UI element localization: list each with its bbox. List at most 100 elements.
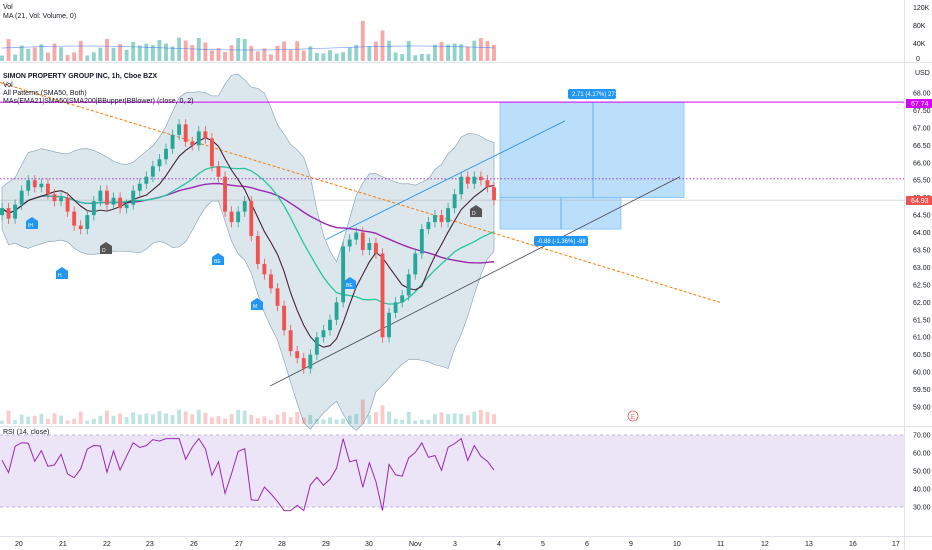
time-tick: 22 (103, 541, 111, 548)
candle-body (478, 176, 483, 181)
earnings-marker-icon[interactable] (627, 410, 639, 422)
long-measure-box (499, 101, 685, 198)
volume-bar (275, 45, 280, 61)
candle-body (164, 148, 168, 160)
main-volume-bar (426, 419, 431, 424)
rsi-band (0, 435, 904, 507)
price-tick: 65.50 (913, 178, 931, 185)
volume-bar (262, 48, 267, 61)
main-volume-bar (85, 420, 90, 424)
vol-tick: 0 (916, 56, 920, 63)
price-tick: 60.50 (913, 352, 931, 359)
candle-body (216, 166, 221, 177)
volume-bar (269, 54, 273, 61)
main-volume-bar (32, 415, 37, 424)
time-tick: 28 (278, 541, 286, 548)
price-tick: 62.50 (913, 282, 931, 289)
candle-body (354, 232, 359, 240)
main-volume-bar (308, 415, 313, 424)
volume-bar (190, 45, 195, 61)
rsi-line (1, 437, 495, 512)
volume-bar (59, 47, 63, 61)
main-volume-bar (196, 409, 201, 424)
candle-body (6, 208, 11, 219)
main-volume-bar (216, 416, 221, 424)
volume-bar (288, 50, 293, 61)
time-tick: 17 (892, 541, 900, 548)
volume-bar (492, 44, 496, 61)
price-axis: 68.0067.5067.0066.5066.0065.5065.0064.50… (913, 91, 931, 412)
volume-bar (6, 39, 11, 61)
vol-tick: 40K (913, 41, 926, 48)
volume-bar (465, 46, 470, 61)
main-volume-bar (380, 405, 385, 424)
rsi-tick: 40.00 (913, 487, 931, 494)
volume-bar (32, 47, 37, 61)
main-volume-bar (72, 418, 77, 424)
volume-bar (19, 45, 24, 61)
time-tick: 20 (15, 541, 23, 548)
pattern-marker-label: IH (28, 223, 33, 229)
candle-body (111, 197, 116, 205)
volume-bar (183, 40, 188, 61)
upper-line-label: 67.74 (911, 101, 929, 108)
volume-bar (360, 20, 365, 61)
candle-body (269, 274, 273, 289)
main-volume-bar (413, 420, 418, 424)
main-volume-bar (242, 410, 247, 424)
candle-body (419, 229, 424, 254)
main-volume-bar (255, 418, 260, 424)
bollinger-band (1, 73, 495, 431)
main-volume-bar (485, 411, 490, 424)
candle-body (255, 236, 260, 264)
main-volume-bar (249, 414, 254, 424)
candle-body (45, 183, 50, 195)
volume-bar (452, 43, 457, 61)
volume-bar (255, 51, 260, 61)
long-measure-label: 2.71 (4.17%) 271 (572, 92, 619, 98)
volume-legend-vol: Vol (3, 4, 13, 11)
short-measure-badge (534, 236, 588, 246)
candle-body (328, 319, 332, 331)
currency-label: USD (915, 70, 930, 77)
main-title: SIMON PROPERTY GROUP INC, 1h, Cboe BZX (3, 73, 157, 80)
price-tick: 63.50 (913, 248, 931, 255)
candle-body (400, 295, 405, 303)
main-volume-bar (0, 420, 4, 424)
rsi-tick: 30.00 (913, 505, 931, 512)
main-volume-bar (91, 418, 96, 424)
rsi-axis: 70.00 60.00 50.00 40.00 30.00 (913, 433, 931, 512)
candle-body (334, 302, 339, 320)
candle-body (433, 215, 437, 223)
pattern-marker-label: BE (214, 259, 221, 265)
main-volume-bar (419, 419, 424, 424)
main-volume-bar (19, 414, 24, 424)
volume-bar (400, 54, 405, 61)
price-tick: 67.00 (913, 125, 931, 132)
volume-bar (426, 54, 431, 61)
volume-bar (98, 47, 103, 61)
volume-bar (26, 48, 31, 61)
candle-body (236, 211, 241, 223)
main-volume-bar (433, 414, 437, 424)
candle-body (465, 176, 470, 184)
candle-body (203, 131, 208, 139)
main-volume-bar (321, 419, 326, 424)
blue-channel-trendline (325, 120, 566, 240)
volume-bar (72, 52, 77, 61)
orange-trendline (0, 82, 721, 303)
volume-bar (478, 38, 483, 61)
candle-body (13, 204, 18, 219)
main-volume-bar (190, 414, 195, 424)
main-volume-bar (360, 399, 365, 424)
volume-pane (0, 0, 904, 62)
volume-bar (85, 55, 90, 61)
pattern-markers: IH H D BE M BE D (26, 205, 482, 310)
volume-bar (118, 44, 123, 61)
main-volume-bar (301, 417, 306, 424)
pattern-marker-icon (212, 253, 224, 265)
candle-body (65, 197, 70, 212)
candle-body (190, 141, 195, 146)
candle-body (360, 232, 365, 250)
